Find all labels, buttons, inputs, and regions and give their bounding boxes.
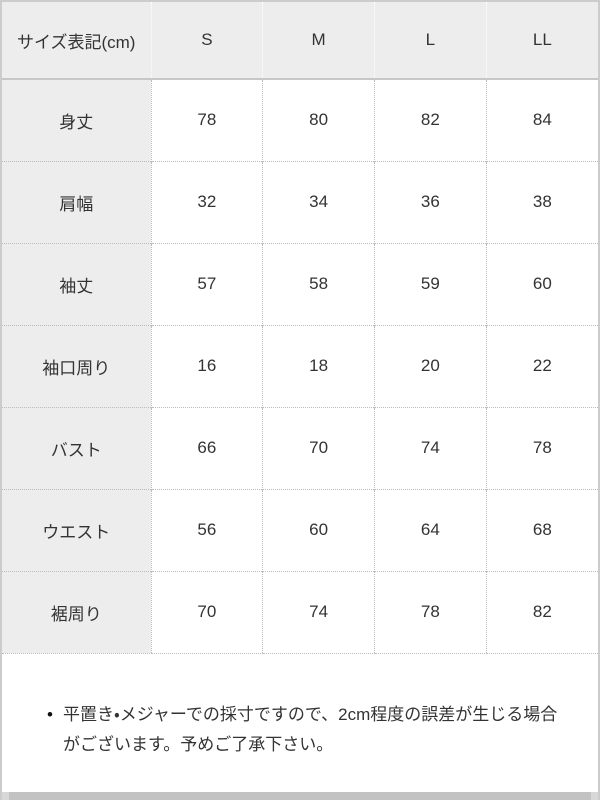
table-row: 身丈 78 80 82 84 bbox=[2, 79, 598, 161]
row-label: バスト bbox=[2, 406, 151, 489]
row-label: 袖口周り bbox=[2, 324, 151, 407]
size-chart-table: サイズ表記(cm) S M L LL 身丈 78 80 82 84 肩幅 32 … bbox=[2, 2, 598, 654]
size-value: 60 bbox=[262, 488, 375, 571]
header-row: サイズ表記(cm) S M L LL bbox=[2, 2, 598, 80]
size-value: 38 bbox=[485, 160, 598, 243]
row-label: 袖丈 bbox=[2, 242, 151, 325]
row-label: 裾周り bbox=[2, 570, 151, 654]
row-label: 身丈 bbox=[2, 79, 151, 161]
table-row: ウエスト 56 60 64 68 bbox=[2, 488, 598, 571]
measurement-note: • 平置き・メジャーでの採寸ですので、2cm程度の誤差が生じる場合がございます。… bbox=[47, 700, 560, 760]
size-value: 68 bbox=[485, 488, 598, 571]
header-cell-size-ll: LL bbox=[485, 2, 598, 80]
size-value: 57 bbox=[150, 242, 263, 325]
header-cell-size-label: サイズ表記(cm) bbox=[2, 2, 151, 80]
size-value: 80 bbox=[262, 79, 375, 161]
size-value: 70 bbox=[262, 406, 375, 489]
size-value: 78 bbox=[485, 406, 598, 489]
size-value: 32 bbox=[150, 160, 263, 243]
size-value: 20 bbox=[374, 324, 487, 407]
size-value: 64 bbox=[374, 488, 487, 571]
size-value: 66 bbox=[150, 406, 263, 489]
table-row: 裾周り 70 74 78 82 bbox=[2, 570, 598, 654]
size-value: 70 bbox=[150, 570, 263, 654]
row-label: 肩幅 bbox=[2, 160, 151, 243]
size-value: 82 bbox=[485, 570, 598, 654]
size-value: 82 bbox=[374, 79, 487, 161]
size-value: 74 bbox=[262, 570, 375, 654]
table-row: バスト 66 70 74 78 bbox=[2, 406, 598, 489]
bullet-icon: • bbox=[47, 704, 53, 724]
size-value: 59 bbox=[374, 242, 487, 325]
horizontal-scrollbar[interactable] bbox=[2, 792, 598, 800]
scrollbar-button-right[interactable] bbox=[591, 792, 598, 800]
size-value: 18 bbox=[262, 324, 375, 407]
header-cell-size-s: S bbox=[150, 2, 263, 80]
header-cell-size-m: M bbox=[262, 2, 375, 80]
size-value: 78 bbox=[374, 570, 487, 654]
size-value: 36 bbox=[374, 160, 487, 243]
size-value: 78 bbox=[150, 79, 263, 161]
table-row: 袖口周り 16 18 20 22 bbox=[2, 324, 598, 407]
size-value: 56 bbox=[150, 488, 263, 571]
table-row: 肩幅 32 34 36 38 bbox=[2, 160, 598, 243]
size-value: 16 bbox=[150, 324, 263, 407]
table-row: 袖丈 57 58 59 60 bbox=[2, 242, 598, 325]
note-text: 平置き・メジャーでの採寸ですので、2cm程度の誤差が生じる場合がございます。予め… bbox=[62, 704, 558, 754]
size-value: 34 bbox=[262, 160, 375, 243]
size-value: 60 bbox=[485, 242, 598, 325]
size-value: 58 bbox=[262, 242, 375, 325]
row-label: ウエスト bbox=[2, 488, 151, 571]
size-value: 22 bbox=[485, 324, 598, 407]
size-value: 84 bbox=[485, 79, 598, 161]
scrollbar-button-left[interactable] bbox=[2, 792, 9, 800]
size-value: 74 bbox=[374, 406, 487, 489]
header-cell-size-l: L bbox=[374, 2, 487, 80]
